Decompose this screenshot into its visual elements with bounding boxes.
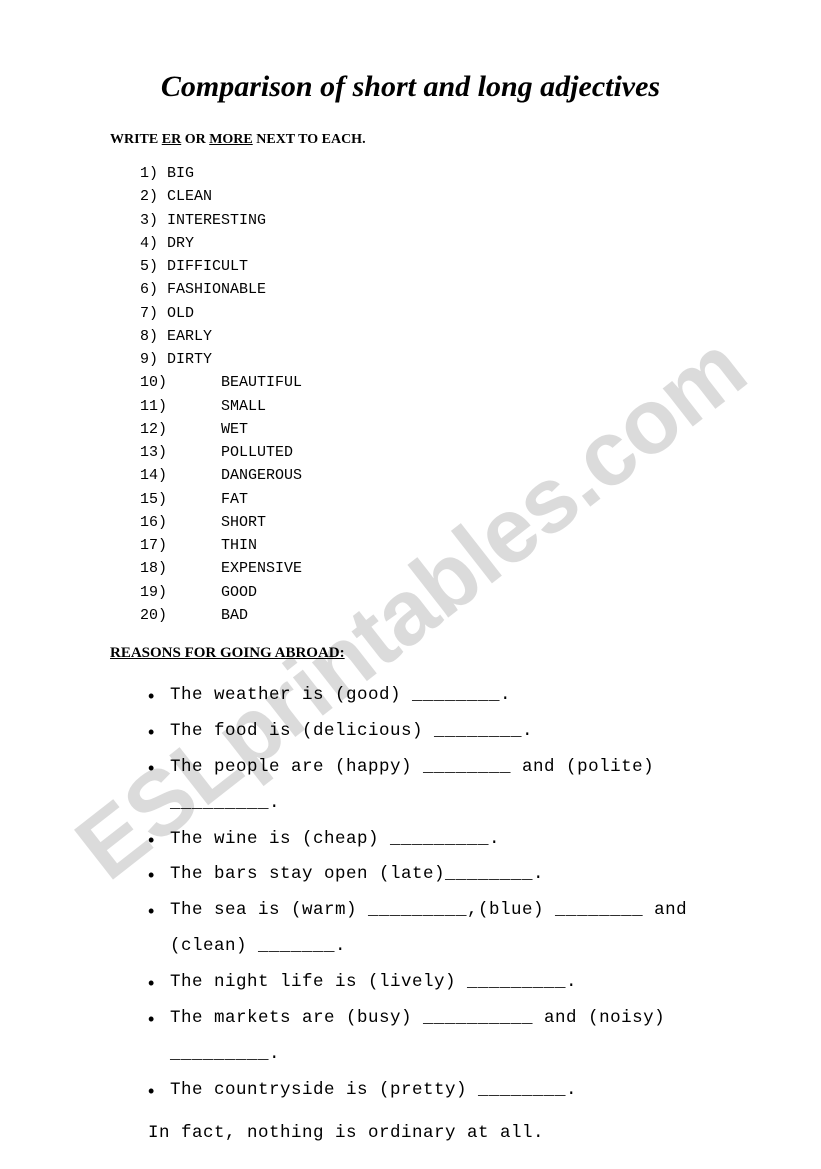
sentence-list: The weather is (good) ________.The food … <box>148 678 711 1109</box>
list-item: 15) FAT <box>140 488 711 511</box>
list-item: 3) INTERESTING <box>140 209 711 232</box>
instruction-option-er: ER <box>162 132 181 147</box>
sentence-item: The countryside is (pretty) ________. <box>148 1073 711 1109</box>
list-item: 6) FASHIONABLE <box>140 278 711 301</box>
sentence-item: The wine is (cheap) _________. <box>148 822 711 858</box>
closing-line: In fact, nothing is ordinary at all. <box>148 1123 711 1143</box>
list-item: 2) CLEAN <box>140 185 711 208</box>
instruction-suffix: NEXT TO EACH. <box>253 132 366 147</box>
list-item: 11) SMALL <box>140 395 711 418</box>
instruction-line: WRITE ER OR MORE NEXT TO EACH. <box>110 132 711 148</box>
sentence-item: The people are (happy) ________ and (pol… <box>148 750 711 822</box>
list-item: 16) SHORT <box>140 511 711 534</box>
instruction-prefix: WRITE <box>110 132 162 147</box>
list-item: 14) DANGEROUS <box>140 464 711 487</box>
list-item: 7) OLD <box>140 302 711 325</box>
list-item: 20) BAD <box>140 604 711 627</box>
list-item: 9) DIRTY <box>140 348 711 371</box>
sentence-item: The weather is (good) ________. <box>148 678 711 714</box>
list-item: 8) EARLY <box>140 325 711 348</box>
list-item: 10) BEAUTIFUL <box>140 371 711 394</box>
sentence-item: The night life is (lively) _________. <box>148 965 711 1001</box>
list-item: 1) BIG <box>140 162 711 185</box>
list-item: 17) THIN <box>140 534 711 557</box>
sentence-item: The markets are (busy) __________ and (n… <box>148 1001 711 1073</box>
list-item: 4) DRY <box>140 232 711 255</box>
list-item: 13) POLLUTED <box>140 441 711 464</box>
sentence-item: The food is (delicious) ________. <box>148 714 711 750</box>
sentence-item: The sea is (warm) _________,(blue) _____… <box>148 893 711 965</box>
subheading-reasons: REASONS FOR GOING ABROAD: <box>110 645 711 662</box>
worksheet-page: ESLprintables.com Comparison of short an… <box>0 0 821 1169</box>
page-title: Comparison of short and long adjectives <box>110 70 711 104</box>
list-item: 19) GOOD <box>140 581 711 604</box>
adjective-list: 1) BIG2) CLEAN3) INTERESTING4) DRY5) DIF… <box>140 162 711 627</box>
list-item: 18) EXPENSIVE <box>140 557 711 580</box>
list-item: 5) DIFFICULT <box>140 255 711 278</box>
instruction-option-more: MORE <box>209 132 253 147</box>
instruction-mid: OR <box>181 132 209 147</box>
list-item: 12) WET <box>140 418 711 441</box>
sentence-item: The bars stay open (late)________. <box>148 857 711 893</box>
